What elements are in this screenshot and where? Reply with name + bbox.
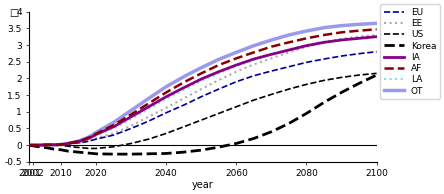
Text: □: □ [9, 8, 18, 18]
X-axis label: year: year [192, 180, 214, 190]
Legend: EU, EE, US, Korea, IA, AF, LA, OT: EU, EE, US, Korea, IA, AF, LA, OT [380, 4, 440, 99]
